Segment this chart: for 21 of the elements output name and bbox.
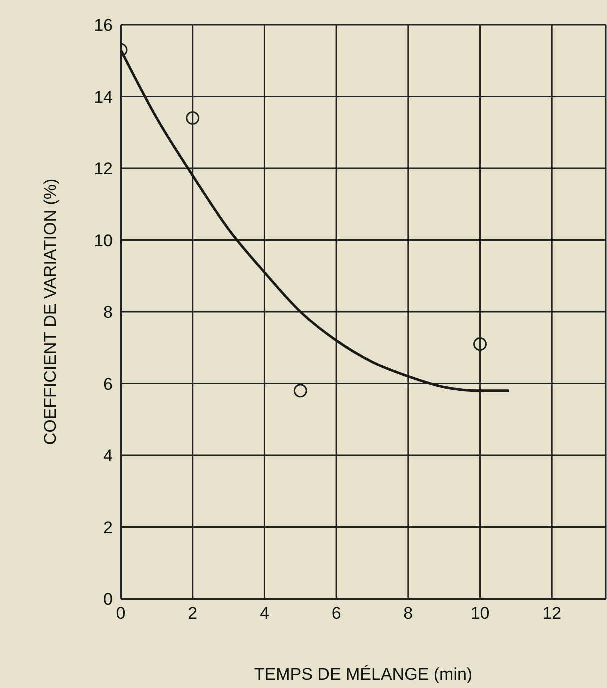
x-tick-label: 4	[260, 604, 270, 624]
y-tick-label: 14	[94, 88, 113, 107]
x-tick-label: 6	[332, 604, 342, 624]
x-tick-label: 12	[542, 604, 562, 624]
y-tick-label: 6	[104, 374, 113, 394]
point	[474, 338, 488, 352]
y-tick-label: 4	[104, 446, 113, 466]
point	[186, 112, 200, 126]
y-tick-label: 10	[94, 231, 113, 250]
y-tick-label: 8	[104, 303, 113, 322]
y-tick-label: 0	[104, 590, 113, 610]
x-tick-label: 2	[188, 604, 198, 624]
y-tick-label: 12	[94, 160, 113, 179]
x-axis-title: TEMPS DE MÉLANGE (min)	[254, 665, 473, 684]
point	[294, 384, 308, 398]
x-tick-label: 8	[404, 604, 414, 624]
x-tick-label: 10	[470, 604, 490, 624]
y-tick-label: 16	[94, 16, 113, 36]
x-tick-label: 0	[116, 604, 126, 624]
y-tick-label: 2	[104, 518, 113, 538]
y-axis-title: COEFFICIENT DE VARIATION (%)	[41, 178, 60, 446]
